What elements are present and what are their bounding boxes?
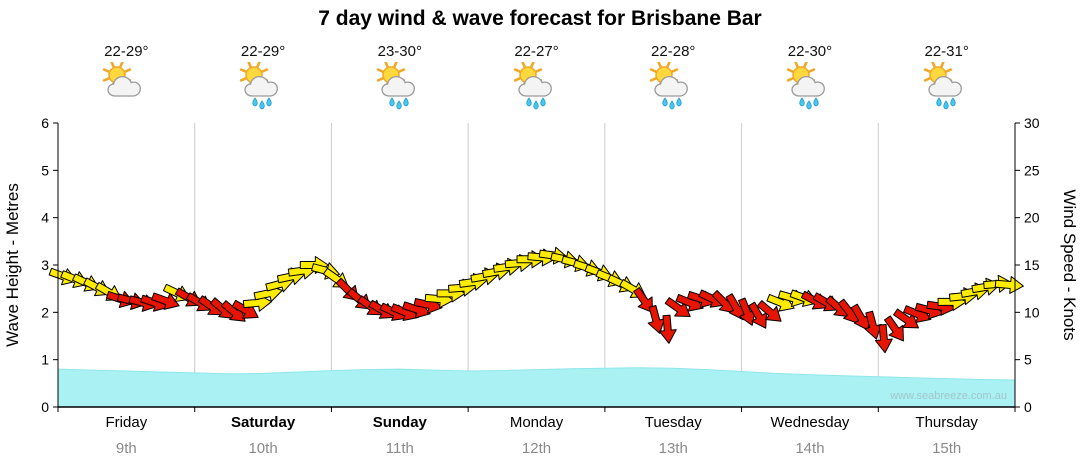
right-tick-label: 0 xyxy=(1024,399,1032,415)
temperature-wednesday: 22-30° xyxy=(787,43,833,60)
wind-arrow xyxy=(151,292,180,310)
sun-cloud-rain-icon xyxy=(786,62,825,110)
temperature-saturday: 22-29° xyxy=(240,43,286,60)
left-tick-label: 2 xyxy=(41,304,49,320)
temperature-sunday: 23-30° xyxy=(377,43,422,60)
wave-height-area xyxy=(57,367,1016,408)
wind-arrow xyxy=(738,297,756,326)
sun-cloud-rain-icon xyxy=(376,62,415,110)
right-tick-label: 10 xyxy=(1024,304,1040,320)
left-tick-label: 6 xyxy=(41,115,49,131)
day-label-friday: Friday xyxy=(105,414,148,431)
weather-icon-cell-thursday xyxy=(878,62,1015,116)
wind-arrow xyxy=(756,300,782,322)
wind-arrow xyxy=(864,310,882,340)
sun-cloud-rain-icon xyxy=(923,62,962,110)
right-tick-label: 20 xyxy=(1024,210,1040,226)
day-label-tuesday: Tuesday xyxy=(644,414,702,431)
left-axis-title: Wave Height - Metres xyxy=(3,183,22,347)
left-tick-label: 4 xyxy=(41,210,49,226)
temperature-tuesday: 22-28° xyxy=(651,43,696,60)
day-date-sunday: 11th xyxy=(385,440,414,457)
right-tick-label: 25 xyxy=(1024,162,1040,178)
day-date-monday: 12th xyxy=(521,440,552,457)
wind-arrow xyxy=(633,287,654,313)
day-label-thursday: Thursday xyxy=(915,414,978,431)
day-date-saturday: 10th xyxy=(248,440,278,457)
temperature-thursday: 22-31° xyxy=(924,43,969,60)
right-axis-title: Wind Speed - Knots xyxy=(1060,189,1079,340)
watermark: www.seabreeze.com.au xyxy=(889,390,1007,402)
sun-cloud-icon xyxy=(103,62,142,97)
weather-icon-cell-monday xyxy=(468,62,605,116)
page-title: 7 day wind & wave forecast for Brisbane … xyxy=(318,7,762,30)
day-dates-row: 9th 10th 11th 12th 13th 14th 15th xyxy=(58,440,1015,457)
weather-icons-row xyxy=(58,62,1015,116)
right-tick-label: 15 xyxy=(1024,257,1040,273)
left-tick-label: 0 xyxy=(41,399,49,415)
wind-arrow xyxy=(647,304,666,334)
right-tick-label: 30 xyxy=(1024,115,1040,131)
weather-icon-cell-saturday xyxy=(195,62,332,116)
wind-arrow xyxy=(994,276,1024,294)
right-tick-label: 5 xyxy=(1024,352,1032,368)
left-tick-label: 3 xyxy=(41,257,49,273)
day-date-wednesday: 14th xyxy=(795,440,825,457)
day-names-row: Friday Saturday Sunday Monday Tuesday Wednesd… xyxy=(58,414,1015,431)
wind-arrow xyxy=(850,303,870,331)
wind-arrow xyxy=(893,308,919,329)
day-label-wednesday: Wednesday xyxy=(770,414,850,431)
wind-arrow xyxy=(874,324,893,354)
weather-icon-cell-wednesday xyxy=(742,62,879,116)
day-date-thursday: 15th xyxy=(932,440,962,457)
day-label-saturday: Saturday xyxy=(230,414,296,431)
left-tick-label: 5 xyxy=(41,162,49,178)
wind-arrow xyxy=(664,297,691,318)
temperature-friday: 22-29° xyxy=(104,43,149,60)
left-tick-label: 1 xyxy=(41,352,49,368)
weather-icon-cell-sunday xyxy=(331,62,468,116)
day-date-friday: 9th xyxy=(115,440,137,457)
sun-cloud-rain-icon xyxy=(239,62,279,110)
day-date-tuesday: 13th xyxy=(658,440,688,457)
day-label-monday: Monday xyxy=(509,414,564,431)
sun-cloud-rain-icon xyxy=(513,62,552,110)
wind-arrow xyxy=(884,315,904,342)
weather-icon-cell-tuesday xyxy=(605,62,742,116)
temperature-row: 22-29° 22-29° 23-30° 22-27° 22-28° 22-30° 22-3… xyxy=(58,43,1015,60)
wind-arrow xyxy=(658,314,677,344)
sun-cloud-rain-icon xyxy=(650,62,689,110)
wind-arrow xyxy=(748,301,768,329)
day-label-sunday: Sunday xyxy=(372,414,427,431)
temperature-monday: 22-27° xyxy=(514,43,559,60)
weather-icon-cell-friday xyxy=(58,62,195,116)
